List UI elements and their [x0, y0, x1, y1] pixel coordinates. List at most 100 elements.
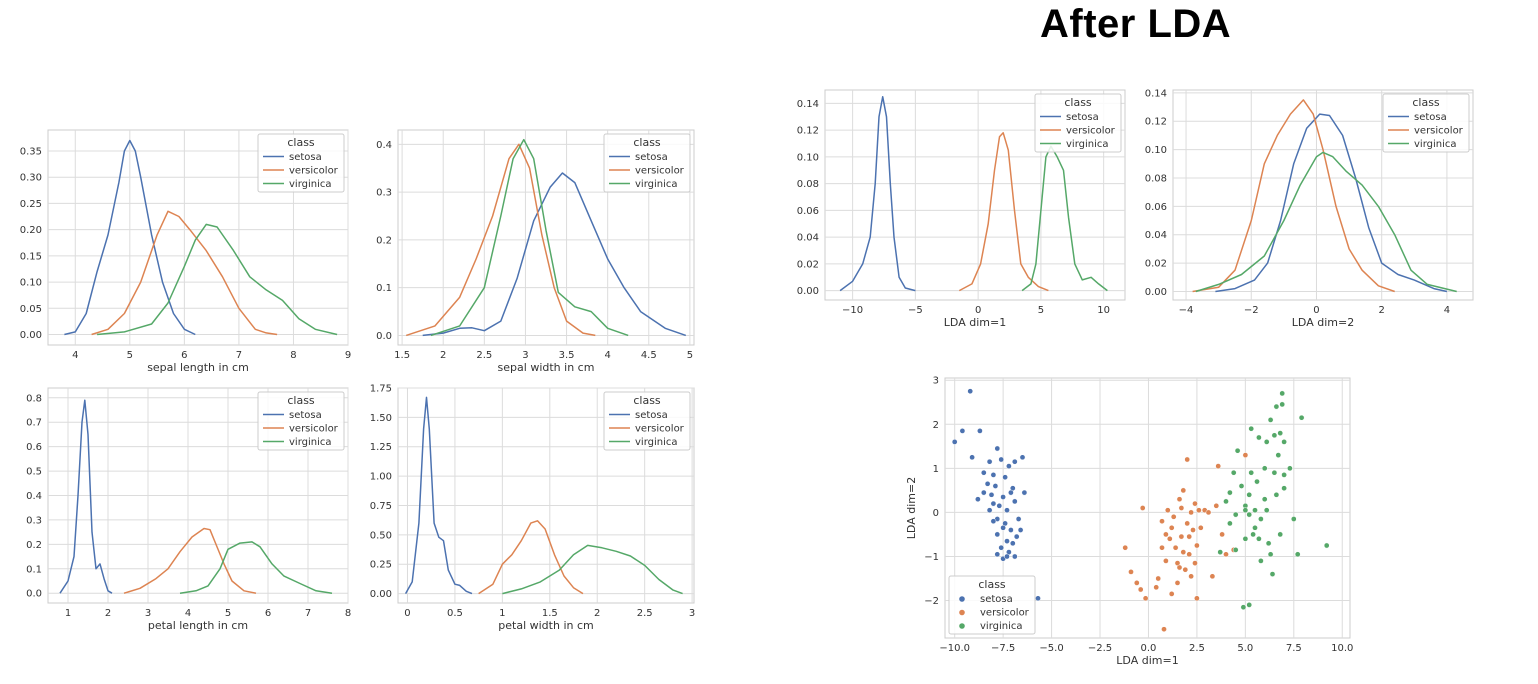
scatter-point-virginica — [1263, 507, 1270, 514]
scatter-point-versicolor — [1159, 518, 1165, 525]
x-tick-label: 6 — [181, 350, 187, 361]
legend-box — [948, 575, 1036, 635]
scatter-point-versicolor — [1163, 531, 1169, 538]
y-tick-label: 0.75 — [370, 501, 392, 512]
scatter-point-versicolor — [1213, 502, 1220, 509]
scatter-point-versicolor — [1223, 551, 1229, 558]
scatter-point-virginica — [1217, 549, 1224, 555]
x-tick-label: 0 — [975, 305, 981, 316]
x-tick-label: 2 — [440, 350, 446, 361]
kde-line-versicolor — [123, 527, 257, 594]
scatter-point-setosa — [1008, 489, 1014, 496]
scatter-point-setosa — [1009, 540, 1016, 547]
y-tick-label: 0.04 — [1145, 230, 1167, 241]
scatter-point-versicolor — [1180, 549, 1187, 555]
y-tick-label: 0.15 — [20, 251, 42, 262]
scatter-point-setosa — [1013, 533, 1020, 540]
kde-line-virginica — [1021, 145, 1108, 292]
x-tick-label: 5 — [1038, 305, 1044, 316]
legend-label-setosa: setosa — [289, 152, 322, 163]
legend: class setosa versicolor virginica — [603, 133, 691, 193]
scatter-point-versicolor — [1168, 591, 1175, 597]
scatter-point-virginica — [1263, 439, 1270, 445]
legend-label-setosa: setosa — [1414, 112, 1447, 123]
x-tick-label: 9 — [345, 350, 351, 361]
y-tick-label: 1.25 — [370, 442, 392, 453]
x-tick-label: 5 — [127, 350, 133, 361]
scatter-point-versicolor — [1178, 533, 1185, 540]
y-tick-label: 0.5 — [26, 467, 42, 478]
scatter-point-virginica — [1279, 390, 1286, 397]
legend-marker-setosa — [959, 596, 965, 602]
scatter-point-setosa — [1008, 527, 1014, 533]
scatter-point-versicolor — [1194, 595, 1200, 602]
x-tick-label: 0 — [1313, 305, 1319, 316]
scatter-point-setosa — [1011, 498, 1018, 505]
kde-line-versicolor — [478, 520, 584, 595]
x-tick-label: 6 — [265, 608, 271, 619]
scatter-point-setosa — [1000, 524, 1006, 531]
y-tick-label: 0.06 — [797, 206, 819, 217]
scatter-point-virginica — [1287, 465, 1293, 472]
scatter-point-virginica — [1281, 485, 1287, 492]
legend-label-versicolor: versicolor — [635, 424, 685, 435]
y-tick-label: 0.10 — [1145, 145, 1167, 156]
scatter-point-versicolor — [1180, 487, 1187, 494]
scatter-point-virginica — [1232, 511, 1239, 518]
scatter-point-versicolor — [1137, 586, 1144, 593]
scatter-point-virginica — [1258, 558, 1264, 564]
scatter-point-virginica — [1232, 547, 1239, 553]
y-tick-label: 0.50 — [370, 530, 392, 541]
scatter-point-virginica — [1267, 417, 1274, 423]
scatter-point-virginica — [1281, 472, 1287, 478]
y-tick-label: 0.14 — [1145, 88, 1167, 99]
scatter-point-versicolor — [1205, 509, 1212, 516]
scatter-point-setosa — [1004, 538, 1010, 544]
kde-line-virginica — [502, 544, 683, 595]
kde-line-versicolor — [91, 210, 278, 336]
scatter-point-setosa — [1021, 489, 1028, 496]
scatter-point-virginica — [1248, 469, 1255, 476]
scatter-point-versicolor — [1192, 560, 1198, 566]
y-tick-label: 0.7 — [26, 418, 42, 429]
legend-label-virginica: virginica — [1414, 139, 1457, 150]
y-tick-label: 0.3 — [26, 515, 42, 526]
scatter-point-versicolor — [1170, 513, 1177, 520]
scatter-point-setosa — [980, 469, 987, 476]
scatter-point-virginica — [1254, 478, 1260, 485]
legend-box — [603, 391, 691, 451]
scatter-point-setosa — [1004, 553, 1010, 560]
legend-box — [603, 133, 691, 193]
scatter-point-versicolor — [1163, 558, 1169, 564]
scatter-point-versicolor — [1153, 584, 1160, 591]
scatter-point-virginica — [1256, 434, 1262, 441]
legend-label-virginica: virginica — [635, 437, 678, 448]
x-tick-label: −4 — [1179, 305, 1194, 316]
lda-dim2-kde-chart: −4 −2 0 2 4 0.00 0.02 0.04 0.06 0.08 0.10 0.12 0.14 L… — [1145, 88, 1474, 329]
scatter-point-versicolor — [1196, 507, 1202, 514]
y-tick-label: 3 — [933, 376, 939, 387]
scatter-point-versicolor — [1155, 575, 1162, 582]
x-tick-label: 3 — [522, 350, 528, 361]
legend-label-setosa: setosa — [289, 410, 322, 421]
scatter-point-setosa — [1035, 595, 1041, 602]
x-tick-label: 4.5 — [641, 350, 657, 361]
y-tick-label: 0.08 — [797, 179, 819, 190]
scatter-point-setosa — [996, 502, 1003, 509]
y-tick-label: 1.50 — [370, 413, 392, 424]
y-tick-label: 0.02 — [797, 259, 819, 270]
x-tick-label: −5 — [908, 305, 923, 316]
legend-box — [1034, 93, 1122, 153]
kde-line-virginica — [97, 223, 338, 336]
scatter-point-setosa — [986, 458, 993, 465]
scatter-point-versicolor — [1184, 456, 1191, 463]
x-tick-label: 4 — [72, 350, 78, 361]
x-tick-label: 5.0 — [1237, 643, 1253, 654]
legend-box — [257, 391, 345, 451]
x-tick-label: 2 — [105, 608, 111, 619]
x-tick-label: 2.5 — [476, 350, 492, 361]
scatter-point-virginica — [1267, 551, 1274, 558]
y-tick-label: 0.00 — [797, 286, 819, 297]
x-tick-label: 3.5 — [559, 350, 575, 361]
scatter-point-virginica — [1275, 452, 1282, 458]
